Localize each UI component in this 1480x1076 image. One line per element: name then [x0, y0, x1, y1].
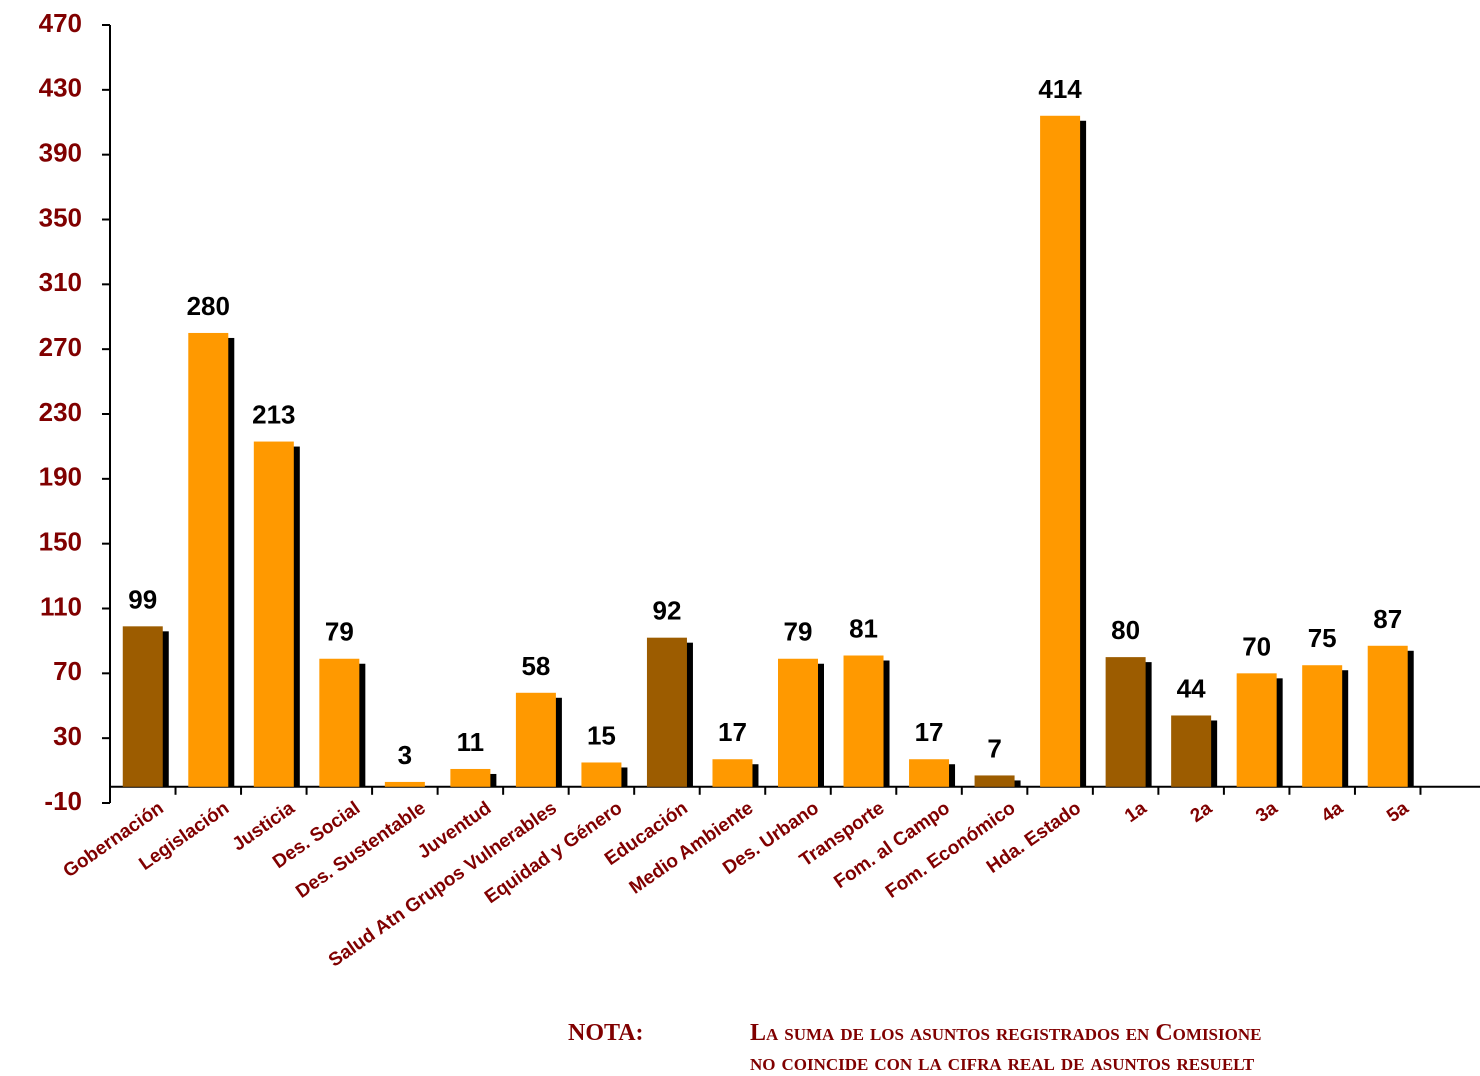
note-label: NOTA: — [568, 1020, 644, 1046]
x-tick-label: 1a — [1121, 797, 1151, 827]
value-label: 79 — [325, 617, 354, 647]
y-tick-label: 190 — [39, 462, 82, 492]
value-label: 58 — [521, 651, 550, 681]
x-tick-label: 3a — [1252, 797, 1282, 827]
value-label: 99 — [128, 584, 157, 614]
value-label: 280 — [187, 291, 230, 321]
x-tick-label: 4a — [1318, 797, 1348, 827]
note-line: La suma de los asuntos registrados en Co… — [750, 1020, 1261, 1046]
bar — [1302, 665, 1343, 787]
x-tick-label: 2a — [1187, 797, 1217, 827]
bar — [188, 332, 229, 787]
bar — [974, 775, 1015, 787]
bar — [581, 762, 622, 787]
bar — [1367, 645, 1408, 787]
value-label: 15 — [587, 720, 616, 750]
value-label: 44 — [1177, 673, 1206, 703]
value-label: 17 — [718, 717, 747, 747]
value-label: 87 — [1373, 604, 1402, 634]
value-label: 79 — [784, 617, 813, 647]
y-tick-label: -10 — [44, 786, 82, 816]
bar — [843, 655, 884, 787]
bar — [384, 781, 425, 787]
y-tick-label: 110 — [40, 591, 82, 621]
value-label: 3 — [398, 740, 412, 770]
bar — [515, 692, 556, 787]
y-tick-label: 350 — [39, 202, 82, 232]
y-tick-label: 270 — [39, 332, 82, 362]
y-tick-label: 310 — [39, 267, 82, 297]
value-label: 80 — [1111, 615, 1140, 645]
bar — [712, 759, 753, 787]
value-label: 414 — [1038, 74, 1082, 104]
bar — [646, 637, 687, 787]
y-tick-label: 390 — [39, 138, 82, 168]
value-label: 75 — [1308, 623, 1337, 653]
y-tick-label: 70 — [53, 656, 82, 686]
value-label: 11 — [457, 727, 485, 757]
y-tick-label: 470 — [39, 8, 82, 38]
value-label: 213 — [252, 400, 295, 430]
y-tick-label: 230 — [39, 397, 82, 427]
bar — [909, 759, 950, 787]
value-label: 17 — [915, 717, 944, 747]
value-label: 7 — [987, 733, 1001, 763]
bar — [1105, 657, 1146, 787]
y-tick-label: 150 — [39, 527, 82, 557]
bar — [319, 658, 360, 787]
y-tick-label: 430 — [39, 73, 82, 103]
value-label: 81 — [849, 614, 878, 644]
bar — [253, 441, 294, 787]
bar — [1236, 673, 1277, 787]
value-label: 92 — [652, 596, 681, 626]
bar — [1040, 115, 1081, 787]
bar — [122, 626, 163, 787]
note-line: no coincide con la cifra real de asuntos… — [750, 1050, 1255, 1076]
value-label: 70 — [1242, 631, 1271, 661]
x-tick-label: 5a — [1383, 797, 1413, 827]
bar — [1171, 715, 1212, 787]
bar — [450, 768, 491, 787]
bar — [778, 658, 818, 787]
y-tick-label: 30 — [53, 721, 82, 751]
